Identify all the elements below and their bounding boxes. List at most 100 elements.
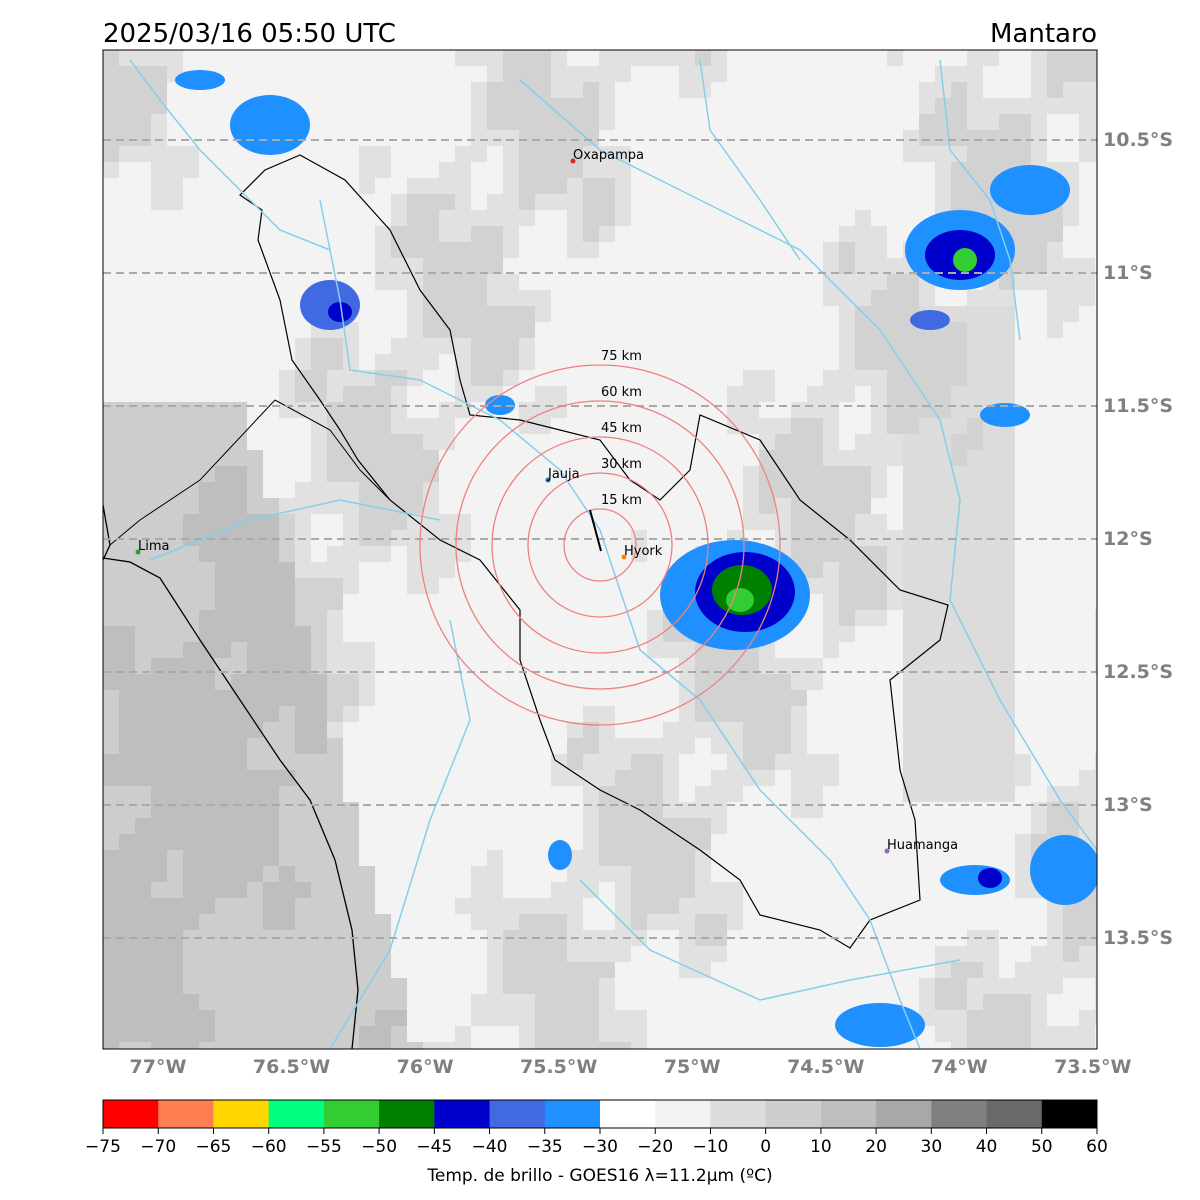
pixel	[855, 562, 871, 578]
pixel	[263, 706, 279, 722]
pixel	[631, 82, 647, 98]
pixel	[647, 386, 663, 402]
pixel	[215, 770, 231, 786]
pixel	[967, 674, 983, 690]
pixel	[135, 386, 151, 402]
pixel	[199, 786, 215, 802]
pixel	[1079, 610, 1095, 626]
pixel	[471, 610, 487, 626]
pixel	[567, 914, 583, 930]
pixel	[679, 178, 695, 194]
pixel	[791, 1026, 807, 1042]
pixel	[967, 450, 983, 466]
pixel	[103, 322, 119, 338]
pixel	[439, 498, 455, 514]
pixel	[423, 690, 439, 706]
pixel	[919, 818, 935, 834]
pixel	[519, 770, 535, 786]
pixel	[119, 962, 135, 978]
pixel	[919, 1042, 935, 1049]
pixel	[359, 290, 375, 306]
pixel	[295, 546, 311, 562]
pixel	[599, 98, 615, 114]
pixel	[327, 402, 343, 418]
cloud	[910, 310, 950, 330]
pixel	[327, 226, 343, 242]
pixel	[583, 386, 599, 402]
pixel	[1079, 130, 1095, 146]
pixel	[359, 418, 375, 434]
pixel	[983, 306, 999, 322]
pixel	[279, 946, 295, 962]
pixel	[727, 114, 743, 130]
pixel	[487, 914, 503, 930]
pixel	[839, 130, 855, 146]
lon-label: 77°W	[130, 1056, 187, 1078]
pixel	[759, 434, 775, 450]
pixel	[1063, 578, 1079, 594]
pixel	[583, 450, 599, 466]
pixel	[1031, 738, 1047, 754]
pixel	[151, 722, 167, 738]
pixel	[263, 770, 279, 786]
pixel	[295, 466, 311, 482]
pixel	[919, 194, 935, 210]
pixel	[599, 626, 615, 642]
pixel	[727, 1026, 743, 1042]
pixel	[567, 258, 583, 274]
pixel	[615, 898, 631, 914]
pixel	[807, 1026, 823, 1042]
pixel	[1095, 658, 1097, 674]
pixel	[407, 450, 423, 466]
pixel	[535, 850, 551, 866]
pixel	[375, 82, 391, 98]
pixel	[375, 914, 391, 930]
pixel	[295, 642, 311, 658]
pixel	[103, 850, 119, 866]
pixel	[919, 514, 935, 530]
pixel	[759, 754, 775, 770]
pixel	[967, 386, 983, 402]
pixel	[343, 658, 359, 674]
pixel	[695, 770, 711, 786]
pixel	[615, 690, 631, 706]
pixel	[599, 114, 615, 130]
pixel	[375, 674, 391, 690]
pixel	[919, 546, 935, 562]
pixel	[183, 306, 199, 322]
pixel	[1063, 610, 1079, 626]
pixel	[471, 466, 487, 482]
pixel	[487, 754, 503, 770]
pixel	[999, 834, 1015, 850]
pixel	[311, 1010, 327, 1026]
pixel	[983, 370, 999, 386]
pixel	[503, 322, 519, 338]
pixel	[647, 130, 663, 146]
pixel	[743, 402, 759, 418]
pixel	[439, 818, 455, 834]
pixel	[439, 354, 455, 370]
pixel	[711, 290, 727, 306]
pixel	[135, 738, 151, 754]
pixel	[743, 162, 759, 178]
pixel	[327, 530, 343, 546]
basin-outline	[239, 154, 949, 949]
pixel	[135, 610, 151, 626]
pixel	[263, 834, 279, 850]
pixel	[1031, 50, 1047, 66]
pixel	[183, 658, 199, 674]
pixel	[199, 690, 215, 706]
pixel	[391, 594, 407, 610]
pixel	[919, 978, 935, 994]
pixel	[295, 482, 311, 498]
pixel	[839, 882, 855, 898]
pixel	[999, 1042, 1015, 1049]
pixel	[871, 546, 887, 562]
pixel	[935, 738, 951, 754]
pixel	[695, 514, 711, 530]
pixel	[599, 514, 615, 530]
pixel	[663, 1042, 679, 1049]
pixel	[1031, 306, 1047, 322]
lat-label: 13°S	[1103, 794, 1153, 816]
pixel	[1095, 82, 1097, 98]
